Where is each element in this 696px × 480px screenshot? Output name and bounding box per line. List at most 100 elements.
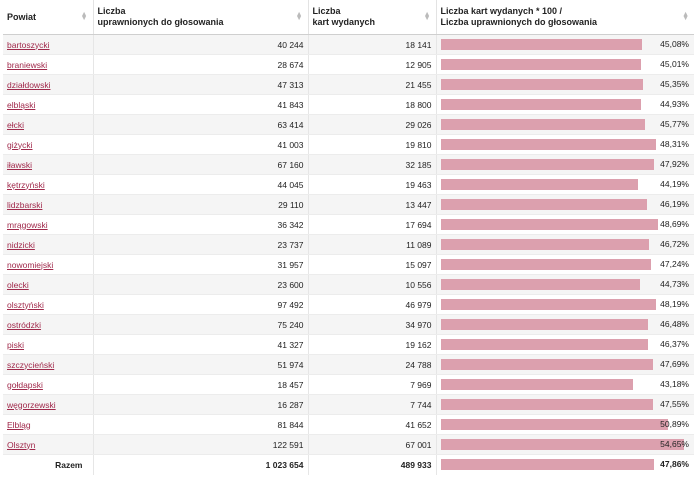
powiat-link[interactable]: lidzbarski (7, 199, 43, 210)
percent-value: 43,18% (660, 379, 689, 389)
percent-cell: 46,48% (436, 314, 694, 335)
powiat-link[interactable]: mrągowski (7, 219, 48, 230)
powiat-cell: olecki (3, 274, 94, 295)
percent-value: 46,19% (660, 199, 689, 209)
powiat-cell: elbląski (3, 94, 94, 115)
percent-bar (440, 39, 642, 50)
issued-cell: 67 001 (308, 434, 437, 455)
total-percent-bar (440, 459, 654, 470)
sort-icon: ▲ ▼ (295, 11, 303, 22)
percent-cell: 48,19% (436, 294, 694, 315)
powiat-link[interactable]: działdowski (7, 79, 51, 90)
percent-bar (440, 59, 641, 70)
table-row: piski 41 327 19 162 46,37% (3, 334, 694, 355)
powiat-link[interactable]: ełcki (7, 119, 25, 130)
percent-cell: 47,55% (436, 394, 694, 415)
powiat-cell: piski (3, 334, 94, 355)
table-row: Elbląg 81 844 41 652 50,89% (3, 414, 694, 435)
issued-cell: 41 652 (308, 414, 437, 435)
header-issued-line1: Liczba (312, 6, 341, 16)
powiat-link[interactable]: olsztyński (7, 299, 44, 310)
table-row: braniewski 28 674 12 905 45,01% (3, 54, 694, 75)
issued-cell: 34 970 (308, 314, 437, 335)
powiat-link[interactable]: szczycieński (7, 359, 55, 370)
powiat-link[interactable]: giżycki (7, 139, 33, 150)
table-row: mrągowski 36 342 17 694 48,69% (3, 214, 694, 235)
total-percent-value: 47,86% (660, 459, 689, 469)
percent-bar (440, 99, 641, 110)
percent-cell: 45,77% (436, 114, 694, 135)
percent-cell: 45,01% (436, 54, 694, 75)
eligible-cell: 97 492 (93, 294, 309, 315)
issued-cell: 24 788 (308, 354, 437, 375)
percent-value: 45,35% (660, 79, 689, 89)
percent-value: 47,92% (660, 159, 689, 169)
table-body: bartoszycki 40 244 18 141 45,08% braniewski 2… (3, 34, 694, 455)
powiat-cell: gołdapski (3, 374, 94, 395)
percent-cell: 45,35% (436, 74, 694, 95)
header-eligible[interactable]: Liczba uprawnionych do głosowania ▲ ▼ (93, 0, 309, 35)
percent-bar (440, 379, 633, 390)
powiat-link[interactable]: bartoszycki (7, 39, 50, 50)
percent-bar (440, 179, 638, 190)
percent-bar (440, 259, 651, 270)
eligible-cell: 40 244 (93, 34, 309, 55)
total-row: Razem 1 023 654 489 933 47,86% (3, 454, 694, 475)
header-row: Powiat ▲ ▼ Liczba uprawnionych do głosowa… (3, 0, 694, 35)
percent-value: 45,08% (660, 39, 689, 49)
issued-cell: 21 455 (308, 74, 437, 95)
percent-value: 44,19% (660, 179, 689, 189)
powiat-link[interactable]: elbląski (7, 99, 36, 110)
powiat-cell: ostródzki (3, 314, 94, 335)
powiat-link[interactable]: nowomiejski (7, 259, 54, 270)
table-row: szczycieński 51 974 24 788 47,69% (3, 354, 694, 375)
issued-cell: 17 694 (308, 214, 437, 235)
percent-value: 47,55% (660, 399, 689, 409)
table-row: ostródzki 75 240 34 970 46,48% (3, 314, 694, 335)
powiat-cell: działdowski (3, 74, 94, 95)
percent-cell: 48,69% (436, 214, 694, 235)
powiat-cell: olsztyński (3, 294, 94, 315)
powiat-link[interactable]: braniewski (7, 59, 48, 70)
issued-cell: 19 810 (308, 134, 437, 155)
table-row: kętrzyński 44 045 19 463 44,19% (3, 174, 694, 195)
percent-value: 45,01% (660, 59, 689, 69)
percent-bar (440, 79, 643, 90)
issued-cell: 19 463 (308, 174, 437, 195)
powiat-link[interactable]: iławski (7, 159, 33, 170)
powiat-link[interactable]: kętrzyński (7, 179, 45, 190)
percent-value: 54,65% (660, 439, 689, 449)
powiat-link[interactable]: olecki (7, 279, 29, 290)
header-percent[interactable]: Liczba kart wydanych * 100 / Liczba upra… (436, 0, 694, 35)
powiat-link[interactable]: nidzicki (7, 239, 35, 250)
powiat-link[interactable]: piski (7, 339, 25, 350)
issued-cell: 10 556 (308, 274, 437, 295)
eligible-cell: 41 843 (93, 94, 309, 115)
powiat-link[interactable]: Elbląg (7, 419, 31, 430)
powiat-cell: lidzbarski (3, 194, 94, 215)
table-row: Olsztyn 122 591 67 001 54,65% (3, 434, 694, 455)
percent-value: 44,73% (660, 279, 689, 289)
powiat-cell: braniewski (3, 54, 94, 75)
powiat-cell: kętrzyński (3, 174, 94, 195)
percent-bar (440, 199, 647, 210)
percent-value: 47,24% (660, 259, 689, 269)
issued-cell: 7 744 (308, 394, 437, 415)
header-issued[interactable]: Liczba kart wydanych ▲ ▼ (308, 0, 437, 35)
powiat-link[interactable]: węgorzewski (7, 399, 56, 410)
table-row: giżycki 41 003 19 810 48,31% (3, 134, 694, 155)
header-powiat[interactable]: Powiat ▲ ▼ (3, 0, 94, 35)
percent-cell: 44,73% (436, 274, 694, 295)
powiat-link[interactable]: gołdapski (7, 379, 43, 390)
percent-bar (440, 239, 649, 250)
percent-bar (440, 359, 653, 370)
total-eligible: 1 023 654 (93, 454, 309, 475)
percent-cell: 45,08% (436, 34, 694, 55)
percent-bar (440, 439, 684, 450)
percent-cell: 47,24% (436, 254, 694, 275)
issued-cell: 13 447 (308, 194, 437, 215)
table-row: olecki 23 600 10 556 44,73% (3, 274, 694, 295)
powiat-link[interactable]: ostródzki (7, 319, 42, 330)
powiat-link[interactable]: Olsztyn (7, 439, 36, 450)
percent-bar (440, 279, 640, 290)
